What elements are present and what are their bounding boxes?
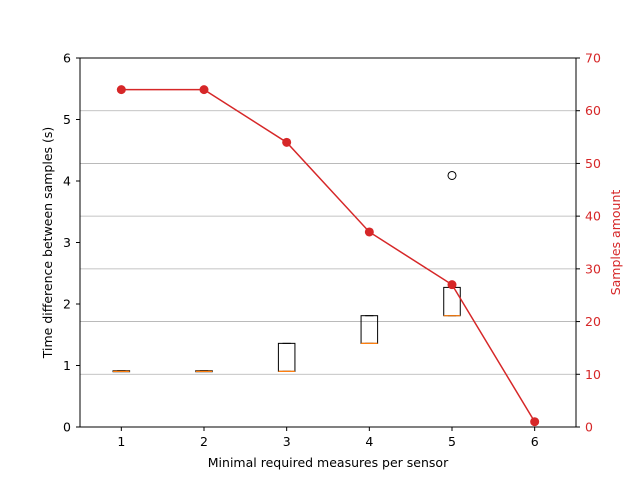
y-right-axis-ticks: 0 10 20 30 40 50 60 70 [576,51,601,435]
box-outlier [447,170,457,180]
y-right-tick-label: 50 [585,156,601,171]
samples-line [116,85,540,427]
y-left-tick-label: 6 [63,51,71,66]
box-body [360,315,379,344]
samples-point [447,280,457,290]
x-tick-label: 5 [448,434,456,449]
y-right-axis-label: Samples amount [608,190,623,296]
y-left-tick-label: 3 [63,235,71,250]
y-left-tick-label: 0 [63,420,71,435]
box-plots [112,170,461,373]
x-axis-ticks: 1 2 3 4 5 6 [117,427,539,449]
y-left-axis-ticks: 0 1 2 3 4 5 6 [63,51,80,435]
y-right-tick-label: 10 [585,367,601,382]
box-body [277,342,296,372]
samples-point [116,85,126,95]
y-right-tick-label: 40 [585,209,601,224]
y-right-tick-label: 20 [585,314,601,329]
x-tick-label: 4 [365,434,373,449]
samples-point [199,85,209,95]
box-body [443,286,461,317]
x-tick-label: 3 [283,434,291,449]
samples-point [530,417,540,427]
grid-layer [80,110,576,375]
x-axis-label: Minimal required measures per sensor [208,455,449,470]
axes [79,57,577,428]
box-plot-2 [195,370,213,373]
samples-point [282,137,292,147]
y-left-tick-label: 4 [63,174,71,189]
samples-point [364,227,374,237]
y-left-axis-label: Time difference between samples (s) [40,127,55,360]
x-tick-label: 6 [531,434,539,449]
box-plot-1 [112,370,131,373]
x-tick-label: 1 [117,434,125,449]
x-tick-label: 2 [200,434,208,449]
plot-frame [79,57,577,428]
y-right-tick-label: 70 [585,51,601,66]
y-right-tick-label: 60 [585,103,601,118]
y-left-tick-label: 5 [63,112,71,127]
y-right-tick-label: 0 [585,420,593,435]
y-left-tick-label: 1 [63,358,71,373]
box-plot-3 [277,342,296,372]
y-right-tick-label: 30 [585,261,601,276]
box-plot-4 [360,315,379,344]
y-left-tick-label: 2 [63,297,71,312]
samples-line-path [121,88,536,423]
